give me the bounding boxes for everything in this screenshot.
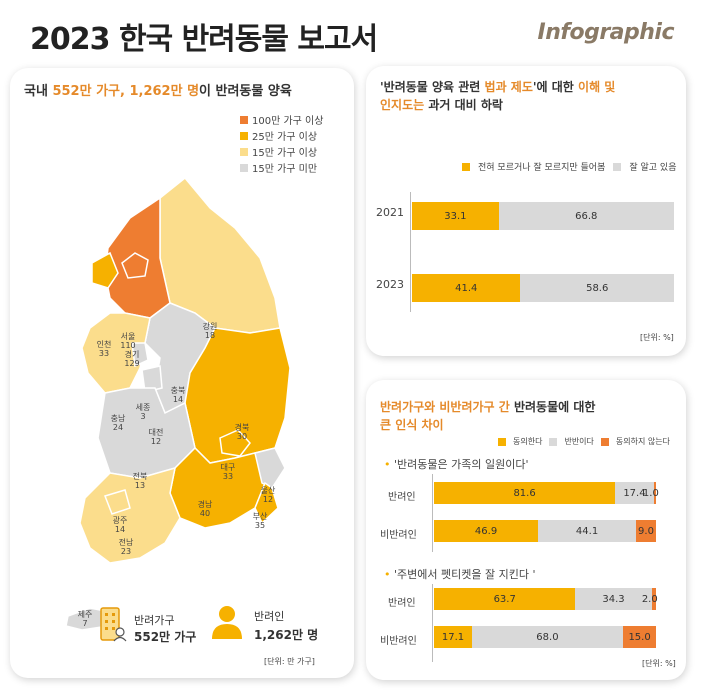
row-label: 반려인 [388,598,416,609]
bar-segment: 15.0 [622,626,657,648]
korea-map [65,176,291,631]
region-daejeon [141,365,163,393]
data-label: 66.8 [575,210,598,222]
perception-panel: 반려가구와 비반려가구 간 반려동물에 대한 큰 인식 차이 동의한다 반반이다… [366,380,686,680]
question-1: • '반려동물은 가족의 일원이다' [384,458,529,471]
bar-segment: 68.0 [471,626,623,648]
region-label-chungbuk: 충북 14 [170,386,186,404]
awareness-panel: '반려동물 양육 관련 법과 제도'에 대한 이해 및 인지도는 과거 대비 하… [366,66,686,356]
awareness-unit: [단위: %] [640,333,674,342]
region-label-jeju: 제주 7 [77,610,93,628]
region-label-gyeongbuk: 경북 30 [234,423,250,441]
region-label-gangwon: 강원 18 [202,322,218,340]
awareness-title-line2: 인지도는 과거 대비 하락 [380,98,503,112]
region-label-busan: 부산 35 [252,512,268,530]
awareness-axis [410,192,411,312]
legend-item: 15만 가구 이상 [240,144,317,159]
building-icon [100,607,127,642]
map-panel-title: 국내 552만 가구, 1,262만 명이 반려동물 양육 [24,84,292,99]
region-label-daegu: 대구 33 [220,463,236,481]
region-ulsan [254,447,286,489]
data-label: 46.9 [474,525,498,537]
row-label-2021: 2021 [376,206,404,219]
perception-legend: 동의한다 반반이다 동의하지 않는다 [498,436,670,447]
perception-axis-1 [432,474,433,552]
row-label: 반려인 [388,492,416,503]
data-label: 81.6 [513,487,536,499]
data-label: 1.0 [642,487,659,499]
data-label: 15.0 [628,631,651,643]
region-label-gwangju: 광주 14 [112,516,128,534]
data-label: 34.3 [602,593,625,605]
person-icon [212,606,242,639]
region-sejong [131,342,149,368]
map-unit: [단위: 만 가구] [264,657,315,666]
region-busan [254,481,279,525]
bar-segment: 63.7 [434,588,576,610]
row-label-2023: 2023 [376,278,404,291]
bar-segment: 34.3 [575,588,652,610]
bar-segment: 1.0 [643,482,659,504]
region-label-jeonnam: 전남 23 [118,538,134,556]
perception-axis-2 [432,584,433,662]
region-label-seoul: 서울 110 [120,332,136,350]
legend-item: 25만 가구 이상 [240,128,317,143]
region-label-jeonbuk: 전북 13 [132,472,148,490]
awareness-title-line1: '반려동물 양육 관련 법과 제도'에 대한 이해 및 [380,80,616,94]
data-label: 44.1 [575,525,599,537]
region-label-daejeon: 대전 12 [148,428,164,446]
data-label: 33.1 [444,210,467,222]
bar-segment: 41.4 [412,274,521,302]
bar-segment: 44.1 [538,520,636,542]
bar-segment: 66.8 [498,202,674,230]
bar-segment: 9.0 [636,520,656,542]
legend-item: 15만 가구 미만 [240,160,317,175]
region-gwangju [104,489,131,515]
data-label: 17.4 [623,487,646,499]
perception-title-line1: 반려가구와 비반려가구 간 반려동물에 대한 [380,400,596,414]
data-label: 9.0 [638,525,654,537]
data-label: 2.0 [641,593,658,605]
legend-item: 100만 가구 이상 [240,112,323,127]
awareness-legend: 전혀 모르거나 잘 모르지만 들어봄 잘 알고 있음 [462,160,677,173]
row-label: 비반려인 [380,530,417,541]
bar-segment: 2.0 [642,588,658,610]
map-panel: 국내 552만 가구, 1,262만 명이 반려동물 양육 100만 가구 이상… [10,68,354,678]
households-label: 반려가구 [134,614,175,627]
bar-segment: 33.1 [412,202,499,230]
households-value: 552만 가구 [134,630,197,644]
people-label: 반려인 [254,610,285,623]
row-label: 비반려인 [380,636,417,647]
page-title: 2023 한국 반려동물 보고서 [30,22,378,57]
bar-segment: 58.6 [520,274,674,302]
region-daegu [219,429,251,457]
region-label-ulsan: 울산 12 [260,486,276,504]
question-2: • '주변에서 펫티켓을 잘 지킨다 ' [384,568,536,581]
region-label-incheon: 인천 33 [96,340,112,358]
data-label: 68.0 [536,631,559,643]
region-incheon [91,251,119,289]
bar-segment: 17.4 [615,482,654,504]
region-chungnam [81,312,151,394]
data-label: 17.1 [441,631,465,643]
region-seoul [121,252,149,279]
data-label: 63.7 [493,593,516,605]
region-label-chungnam: 충남 24 [110,414,126,432]
region-label-sejong: 세종 3 [135,403,151,421]
region-label-gyeonggi: 경기 129 [124,350,140,368]
bar-segment: 17.1 [434,626,472,648]
perception-unit: [단위: %] [642,659,676,668]
region-jeonnam [79,466,181,564]
perception-title-line2: 큰 인식 차이 [380,418,444,432]
region-label-gyeongnam: 경남 40 [197,500,213,518]
bar-segment: 81.6 [434,482,616,504]
bar-segment: 46.9 [434,520,539,542]
brand-label: Infographic [537,20,675,45]
data-label: 58.6 [586,282,609,294]
data-label: 41.4 [455,282,478,294]
people-value: 1,262만 명 [254,628,319,642]
